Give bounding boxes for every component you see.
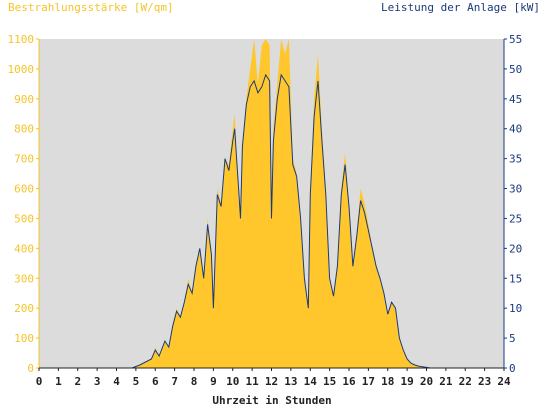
x-tick-label: 19 xyxy=(401,375,414,388)
left-tick-label: 500 xyxy=(14,212,34,225)
right-tick-label: 5 xyxy=(509,332,516,345)
x-tick-label: 15 xyxy=(323,375,336,388)
x-tick-label: 1 xyxy=(55,375,62,388)
x-tick-label: 9 xyxy=(210,375,217,388)
right-tick-label: 40 xyxy=(509,123,522,136)
left-tick-label: 0 xyxy=(27,362,34,375)
x-tick-label: 23 xyxy=(478,375,491,388)
power-line xyxy=(39,73,504,369)
axes-layer: 0100200300400500600700800900100011000510… xyxy=(8,33,523,388)
left-tick-label: 1100 xyxy=(8,33,35,46)
x-tick-label: 18 xyxy=(381,375,394,388)
right-tick-label: 30 xyxy=(509,183,522,196)
x-tick-label: 12 xyxy=(265,375,278,388)
right-tick-label: 50 xyxy=(509,63,522,76)
x-tick-label: 6 xyxy=(152,375,159,388)
x-tick-label: 7 xyxy=(171,375,178,388)
left-axis-title: Bestrahlungsstärke [W/qm] xyxy=(8,1,174,14)
right-tick-label: 20 xyxy=(509,242,522,255)
x-tick-label: 0 xyxy=(36,375,43,388)
right-tick-label: 10 xyxy=(509,302,522,315)
right-axis-title: Leistung der Anlage [kW] xyxy=(381,1,540,14)
power-layer xyxy=(39,73,504,369)
x-tick-label: 22 xyxy=(459,375,472,388)
left-tick-label: 100 xyxy=(14,332,34,345)
x-tick-label: 3 xyxy=(94,375,101,388)
x-tick-label: 4 xyxy=(113,375,120,388)
x-tick-label: 5 xyxy=(133,375,140,388)
x-tick-label: 11 xyxy=(246,375,260,388)
left-tick-label: 800 xyxy=(14,123,34,136)
x-tick-label: 20 xyxy=(420,375,433,388)
x-tick-label: 13 xyxy=(284,375,297,388)
left-tick-label: 400 xyxy=(14,242,34,255)
x-tick-label: 17 xyxy=(362,375,375,388)
right-tick-label: 15 xyxy=(509,272,522,285)
left-tick-label: 600 xyxy=(14,183,34,196)
right-tick-label: 45 xyxy=(509,93,522,106)
right-tick-label: 35 xyxy=(509,153,522,166)
left-tick-label: 700 xyxy=(14,153,34,166)
x-tick-label: 14 xyxy=(304,375,318,388)
x-tick-label: 8 xyxy=(191,375,198,388)
right-tick-label: 25 xyxy=(509,212,522,225)
x-tick-label: 10 xyxy=(226,375,239,388)
x-axis-title: Uhrzeit in Stunden xyxy=(212,394,332,407)
x-tick-label: 24 xyxy=(497,375,511,388)
x-tick-label: 16 xyxy=(342,375,356,388)
left-tick-label: 900 xyxy=(14,93,34,106)
right-tick-label: 0 xyxy=(509,362,516,375)
left-tick-label: 300 xyxy=(14,272,34,285)
left-tick-label: 200 xyxy=(14,302,34,315)
right-tick-label: 55 xyxy=(509,33,522,46)
x-tick-label: 2 xyxy=(74,375,81,388)
x-tick-label: 21 xyxy=(439,375,453,388)
left-tick-label: 1000 xyxy=(8,63,35,76)
